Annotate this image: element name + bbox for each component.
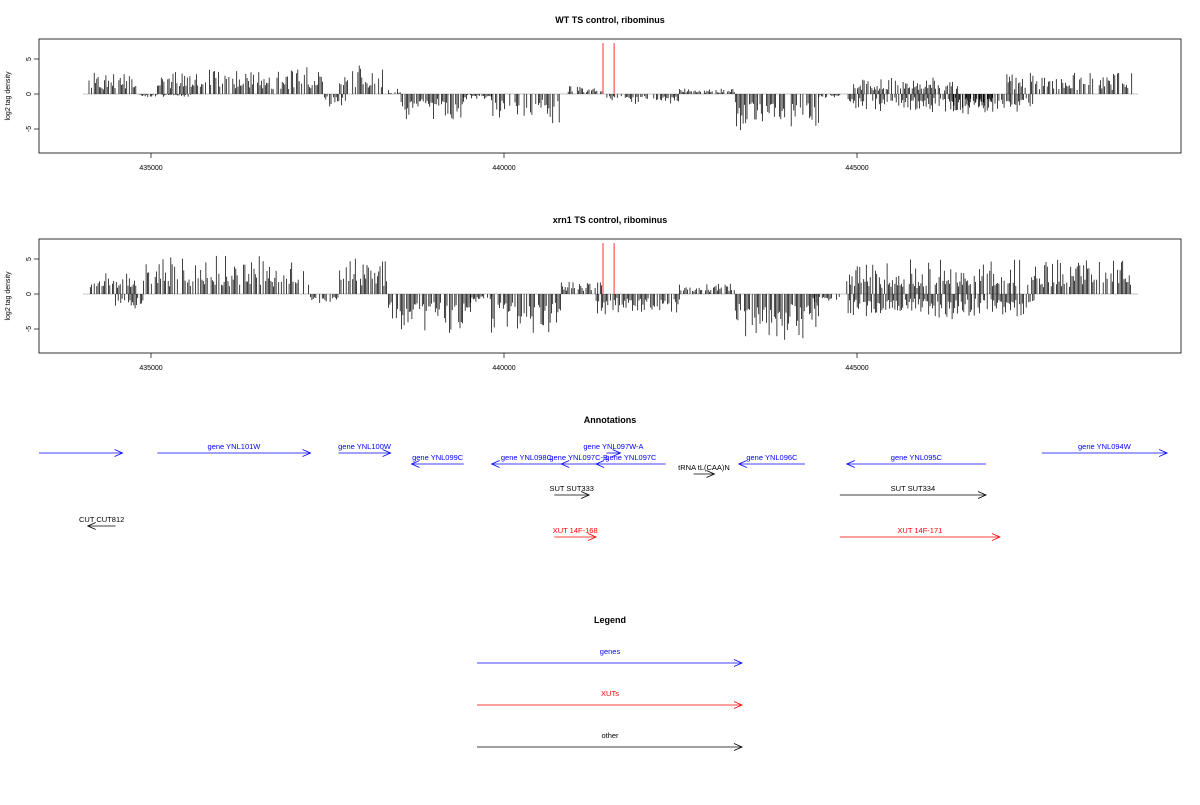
legend-label: other [601, 731, 619, 740]
x-tick-label: 445000 [845, 165, 868, 172]
y-axis-label: log2 tag density [5, 271, 12, 321]
arrow-head [86, 522, 96, 530]
feature-label: gene YNL101W [208, 442, 262, 451]
arrow-head [706, 470, 716, 478]
arrow-head [490, 460, 500, 468]
arrow-head [977, 491, 988, 499]
feature-label: gene YNL097C [605, 453, 657, 462]
feature-label: gene YNL100W [338, 442, 392, 451]
feature-label: gene YNL096C [746, 453, 798, 462]
legend-label: XUTs [601, 689, 619, 698]
arrow-head [587, 533, 598, 541]
feature-label: tRNA tL(CAA)N [678, 463, 730, 472]
annotations-title: Annotations [584, 415, 637, 425]
y-tick-label: 0 [26, 92, 33, 96]
x-axis: 435000 440000 445000 [139, 353, 869, 372]
probe-markers [602, 243, 615, 294]
y-ticks: -5 0 5 [26, 257, 39, 332]
legend-item-gene: genes [477, 647, 743, 667]
feature-gene: gene YNL097W-A [583, 442, 644, 457]
feature-gene: gene YNL097C-B [549, 453, 608, 468]
feature-gene: gene YNL094W [1041, 442, 1169, 457]
arrow-head [733, 659, 743, 667]
arrow-head [114, 449, 124, 457]
feature-gene: gene YNL098C [490, 453, 562, 468]
feature-label: gene YNL098C [501, 453, 553, 462]
arrow-head [1158, 449, 1169, 457]
feature-gene: gene YNL096C [737, 453, 805, 468]
feature-label: gene YNL097W-A [583, 442, 643, 451]
feature-xut: XUT 14F-168 [553, 526, 598, 541]
feature-gene: gene YNL100W [338, 442, 392, 457]
feature-xut: XUT 14F-171 [839, 526, 1001, 541]
legend-title: Legend [594, 615, 626, 625]
legend-label: genes [600, 647, 621, 656]
arrow-head [845, 460, 855, 468]
feature-label: gene YNL094W [1078, 442, 1132, 451]
y-tick-label: -5 [26, 326, 33, 332]
arrow-head [991, 533, 1001, 541]
y-axis: log2 tag density -5 0 5 [5, 57, 39, 132]
x-tick-label: 445000 [845, 365, 868, 372]
x-tick-label: 435000 [139, 365, 162, 372]
wt-coverage-panel: WT TS control, ribominus log2 tag densit… [5, 15, 1182, 172]
x-axis: 435000 440000 445000 [139, 153, 869, 172]
feature-other: tRNA tL(CAA)N [678, 463, 730, 478]
y-axis: log2 tag density -5 0 5 [5, 257, 39, 332]
feature-label: XUT 14F-171 [897, 526, 942, 535]
y-tick-label: 5 [26, 257, 33, 261]
arrow-head [733, 701, 743, 709]
x-tick-label: 440000 [492, 365, 515, 372]
feature-gene: gene YNL099C [410, 453, 464, 468]
arrow-head [612, 449, 622, 457]
feature-label: gene YNL095C [891, 453, 943, 462]
arrow-head [560, 460, 570, 468]
feature-gene: gene YNL101W [157, 442, 312, 457]
feature-label: XUT 14F-168 [553, 526, 598, 535]
plot-frame [38, 38, 1182, 154]
feature-label: SUT SUT334 [891, 484, 935, 493]
feature-other: SUT SUT334 [839, 484, 988, 499]
legend-item-xut: XUTs [477, 689, 743, 709]
y-tick-label: -5 [26, 126, 33, 132]
arrow-head [382, 449, 392, 457]
feature-label: SUT SUT333 [549, 484, 593, 493]
annotation-features: gene YNL101W gene YNL100W gene YNL099C gene… [39, 442, 1169, 541]
arrow-head [595, 460, 605, 468]
feature-label: gene YNL099C [412, 453, 464, 462]
feature-label: gene YNL097C-B [549, 453, 608, 462]
x-tick-label: 440000 [492, 165, 515, 172]
plot-frame [38, 238, 1182, 354]
y-tick-label: 5 [26, 57, 33, 61]
legend-items: genes XUTs other [477, 647, 743, 751]
arrow-head [302, 449, 312, 457]
y-ticks: -5 0 5 [26, 57, 39, 132]
panel-title: xrn1 TS control, ribominus [553, 215, 668, 225]
y-tick-label: 0 [26, 292, 33, 296]
xrn1-coverage-panel: xrn1 TS control, ribominus log2 tag dens… [5, 215, 1182, 372]
y-axis-label: log2 tag density [5, 71, 12, 121]
probe-markers [602, 43, 615, 94]
feature-other: SUT SUT333 [549, 484, 594, 499]
legend: Legend genes XUTs other [477, 615, 743, 751]
coverage-bars [89, 255, 1131, 340]
panel-title: WT TS control, ribominus [555, 15, 665, 25]
arrow-head [410, 460, 420, 468]
feature-gene: gene YNL097C [595, 453, 666, 468]
arrow-head [733, 743, 743, 751]
x-tick-label: 435000 [139, 165, 162, 172]
annotations-track: Annotations gene YNL101W gene YNL100Wgene… [39, 415, 1169, 541]
feature-other: CUT CUT812 [79, 515, 124, 530]
arrow-head [737, 460, 747, 468]
legend-item-other: other [477, 731, 743, 751]
feature-label: CUT CUT812 [79, 515, 124, 524]
feature-gene [39, 449, 124, 457]
arrow-head [580, 491, 591, 499]
coverage-bars [88, 65, 1133, 131]
feature-gene: gene YNL095C [845, 453, 987, 468]
